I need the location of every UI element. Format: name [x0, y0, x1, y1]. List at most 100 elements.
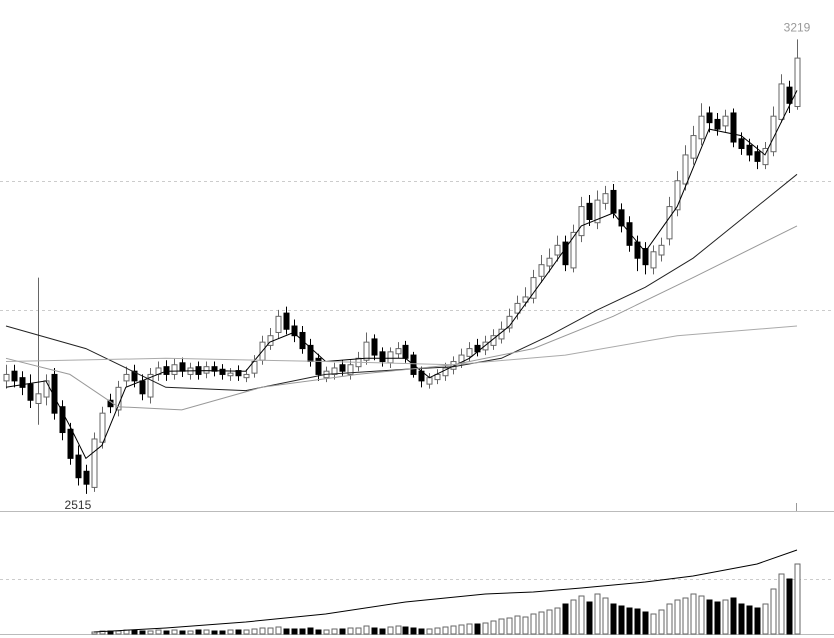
volume-bar	[562, 603, 569, 635]
volume-bar	[315, 629, 322, 635]
candle-body	[387, 351, 394, 364]
volume-bar	[115, 630, 122, 635]
volume-bar	[195, 629, 202, 635]
volume-bar	[706, 599, 713, 635]
candle-body	[163, 366, 170, 375]
volume-bar	[722, 599, 729, 635]
candle-body	[283, 312, 290, 330]
volume-bar	[395, 625, 402, 635]
volume-bar	[490, 620, 497, 635]
volume-bar	[458, 624, 465, 635]
volume-bar	[131, 629, 138, 635]
candle-body	[562, 241, 569, 266]
volume-bar	[363, 625, 370, 635]
volume-bar	[546, 609, 553, 635]
volume-bar	[498, 618, 505, 635]
candle-body	[610, 189, 617, 214]
volume-bar	[402, 626, 409, 635]
volume-bar	[514, 615, 521, 635]
volume-bar	[482, 622, 489, 635]
candle-body	[546, 257, 553, 267]
candle-body	[618, 209, 625, 227]
candle-body	[426, 377, 433, 385]
candle-body	[650, 251, 657, 269]
candle-body	[762, 147, 769, 166]
volume-bar	[538, 611, 545, 635]
candle-body	[27, 383, 34, 401]
candle-body	[770, 115, 777, 153]
candle-body	[3, 373, 10, 382]
volume-bar	[171, 629, 178, 635]
volume-bar	[658, 609, 665, 635]
volume-bar	[211, 630, 218, 635]
candle-body	[123, 373, 130, 382]
volume-bar	[730, 597, 737, 635]
candle-body	[203, 366, 210, 374]
candle-body	[291, 325, 298, 337]
candle-body	[538, 264, 545, 277]
candle-body	[315, 357, 322, 375]
volume-bar	[610, 603, 617, 635]
candle-body	[682, 154, 689, 185]
candle-body	[554, 244, 561, 256]
moving-average-line	[5, 90, 798, 460]
volume-bar	[243, 629, 250, 635]
volume-bar	[426, 628, 433, 635]
candle-body	[466, 348, 473, 357]
volume-bar	[163, 630, 170, 635]
volume-bar	[442, 626, 449, 635]
candle-body	[786, 86, 793, 104]
volume-bar	[179, 630, 186, 635]
volume-bar	[746, 605, 753, 635]
volume-bar	[602, 597, 609, 635]
volume-bar	[770, 588, 777, 635]
volume-bar	[99, 630, 106, 635]
candle-body	[674, 180, 681, 211]
candle-body	[59, 406, 66, 434]
candle-body	[602, 193, 609, 204]
candle-body	[51, 373, 58, 414]
candle-body	[347, 364, 354, 375]
candle-body	[91, 438, 98, 488]
candle-body	[363, 341, 370, 361]
candle-body	[83, 470, 90, 485]
candle-body	[698, 115, 705, 140]
volume-bar	[522, 616, 529, 635]
high-label: 3219	[784, 20, 811, 34]
volume-bar	[267, 627, 274, 635]
candle-body	[642, 248, 649, 266]
volume-bar	[738, 603, 745, 635]
candle-body	[339, 364, 346, 372]
volume-bar	[299, 628, 306, 635]
volume-bar	[283, 628, 290, 635]
volume-bar	[291, 628, 298, 635]
candle-body	[235, 370, 242, 377]
volume-bar	[418, 628, 425, 635]
volume-bar	[650, 613, 657, 635]
volume-bar	[147, 630, 154, 635]
volume-bar	[794, 563, 801, 635]
volume-bar	[347, 627, 354, 635]
candle-body	[626, 222, 633, 246]
candle-body	[690, 135, 697, 159]
volume-bar	[387, 626, 394, 635]
candle-body	[442, 367, 449, 377]
volume-bar	[586, 601, 593, 635]
candle-body	[227, 372, 234, 377]
volume-bar	[251, 628, 258, 635]
volume-bar	[754, 607, 761, 635]
volume-bar	[634, 608, 641, 635]
candle-body	[139, 380, 146, 395]
candle-body	[395, 348, 402, 355]
candle-body	[514, 302, 521, 314]
candle-body	[530, 277, 537, 299]
candle-body	[131, 370, 138, 382]
volume-bar	[139, 630, 146, 635]
volume-bar	[714, 601, 721, 635]
volume-bar	[331, 628, 338, 635]
volume-bar	[474, 623, 481, 635]
candle-body	[379, 351, 386, 363]
candle-body	[714, 118, 721, 130]
candle-body	[402, 344, 409, 359]
candle-body	[35, 393, 42, 404]
